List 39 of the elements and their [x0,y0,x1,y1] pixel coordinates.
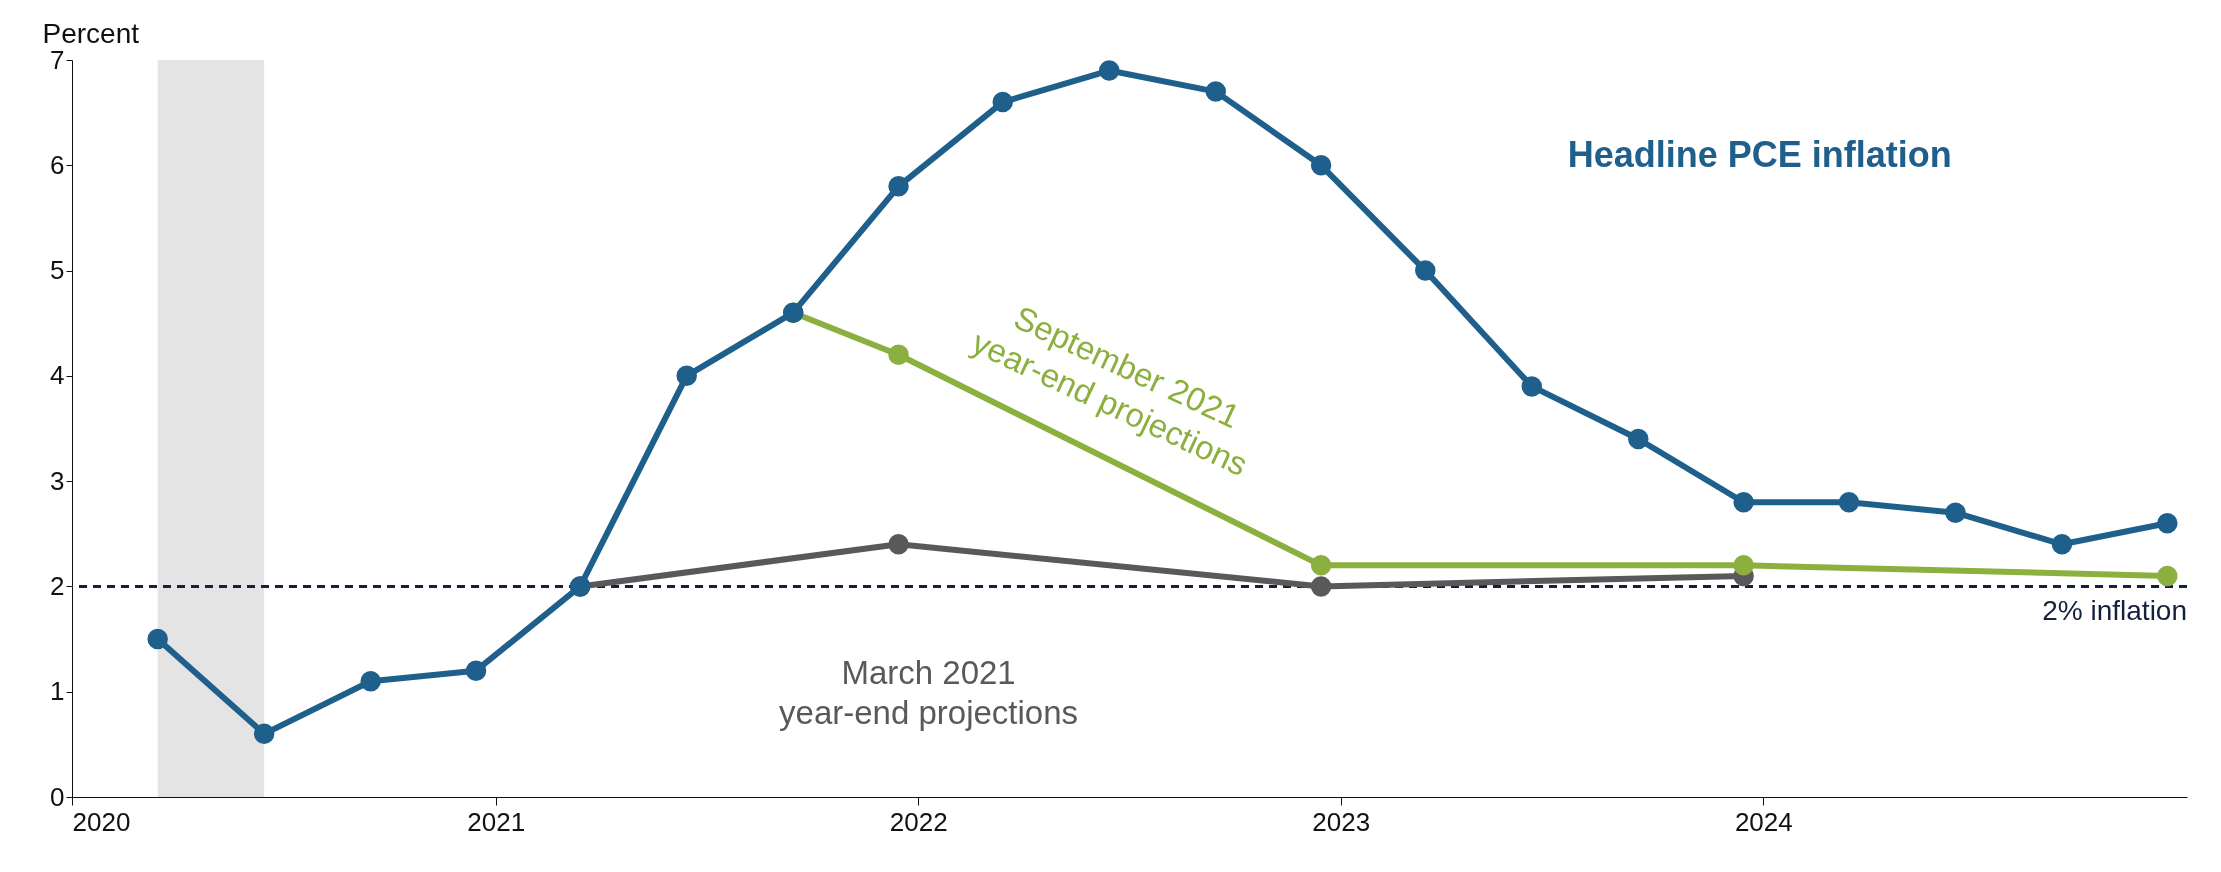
point [1310,155,1332,176]
y-tick-label: 1 [50,676,65,707]
point [1521,376,1543,397]
point [1838,491,1860,513]
point [1205,81,1226,102]
y-tick-label: 6 [50,149,65,180]
point [1310,555,1332,576]
x-tick-label: 2022 [889,806,948,837]
x-tick-label: 2021 [467,806,526,837]
y-tick-label: 2 [50,570,65,601]
x-tick-label: 2023 [1312,806,1371,837]
point [1310,576,1332,597]
point [992,91,1013,113]
x-tick-label: 2020 [72,806,131,837]
y-tick-label: 3 [50,465,65,496]
point [1415,260,1436,281]
point [360,670,381,692]
point [1945,502,1966,523]
point [147,628,168,650]
point [2157,565,2178,587]
point [1733,491,1754,513]
y-tick-label: 4 [50,360,65,391]
y-tick-label: 5 [50,255,65,286]
text: March 2021 year-end projections [779,654,1079,732]
point [888,534,909,555]
ref-line-label: 2% inflation [2042,595,2187,627]
point [888,176,909,197]
y-tick-label: 0 [50,781,65,812]
point [1733,555,1754,576]
point [1098,60,1120,81]
point [1628,428,1649,450]
point [2051,534,2073,555]
point [465,660,487,681]
point [253,723,275,745]
point [888,344,909,366]
point [676,365,697,387]
text: Headline PCE inflation [1567,134,1952,176]
point [2157,513,2178,534]
x-tick-label: 2024 [1734,806,1793,837]
